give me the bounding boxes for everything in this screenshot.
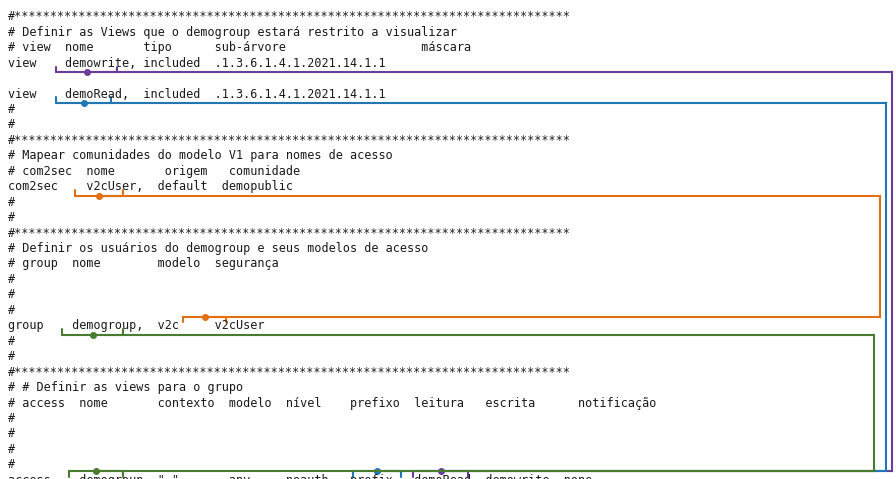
Text: com2sec    v2cUser,  default  demopublic: com2sec v2cUser, default demopublic xyxy=(8,180,293,193)
Text: #: # xyxy=(8,304,15,317)
Text: # Definir as Views que o demogroup estará restrito a visualizar: # Definir as Views que o demogroup estar… xyxy=(8,26,457,39)
Text: # group  nome        modelo  segurança: # group nome modelo segurança xyxy=(8,258,279,271)
Text: #: # xyxy=(8,412,15,425)
Text: # view  nome       tipo      sub-árvore                   máscara: # view nome tipo sub-árvore máscara xyxy=(8,41,471,54)
Text: # Mapear comunidades do modelo V1 para nomes de acesso: # Mapear comunidades do modelo V1 para n… xyxy=(8,149,392,162)
Text: #******************************************************************************: #***************************************… xyxy=(8,134,571,147)
Text: # access  nome       contexto  modelo  nível    prefixo  leitura   escrita      : # access nome contexto modelo nível pref… xyxy=(8,397,657,410)
Text: #: # xyxy=(8,211,15,224)
Text: #******************************************************************************: #***************************************… xyxy=(8,10,571,23)
Text: #******************************************************************************: #***************************************… xyxy=(8,227,571,240)
Text: #: # xyxy=(8,118,15,131)
Text: #: # xyxy=(8,103,15,116)
Text: # Definir os usuários do demogroup e seus modelos de acesso: # Definir os usuários do demogroup e seu… xyxy=(8,242,428,255)
Text: # # Definir as views para o grupo: # # Definir as views para o grupo xyxy=(8,381,243,394)
Text: access    demogroup  " "       any     noauth   prefix   demoRead  demowrite  no: access demogroup " " any noauth prefix d… xyxy=(8,474,592,479)
Text: group    demogroup,  v2c     v2cUser: group demogroup, v2c v2cUser xyxy=(8,319,264,332)
Text: #: # xyxy=(8,196,15,209)
Text: view    demoRead,  included  .1.3.6.1.4.1.2021.14.1.1: view demoRead, included .1.3.6.1.4.1.202… xyxy=(8,88,385,101)
Text: #: # xyxy=(8,288,15,301)
Text: # com2sec  nome       origem   comunidade: # com2sec nome origem comunidade xyxy=(8,165,300,178)
Text: #: # xyxy=(8,443,15,456)
Text: #: # xyxy=(8,335,15,348)
Text: #: # xyxy=(8,427,15,441)
Text: #: # xyxy=(8,273,15,286)
Text: view    demowrite, included  .1.3.6.1.4.1.2021.14.1.1: view demowrite, included .1.3.6.1.4.1.20… xyxy=(8,57,385,69)
Text: #: # xyxy=(8,458,15,471)
Text: #: # xyxy=(8,350,15,363)
Text: #******************************************************************************: #***************************************… xyxy=(8,365,571,379)
